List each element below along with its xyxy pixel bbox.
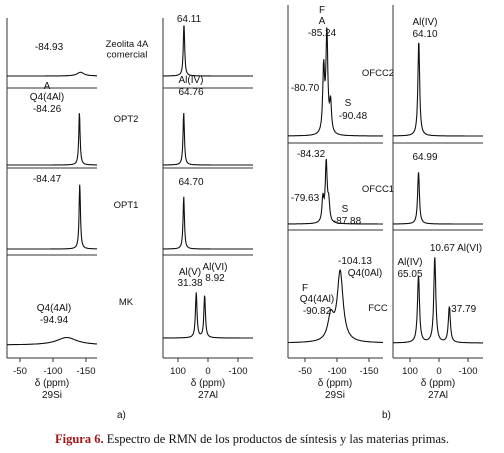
tick-label: -100 [228,366,247,377]
tick-label: 100 [402,366,418,377]
peak-label: 64.70 [178,177,203,188]
spectrum-b-al-fcc [393,257,483,344]
peak-label: -84.47 [33,174,62,185]
spectrum-a-al-opt1 [163,196,253,250]
peak-label: -104.13 [338,256,372,267]
peak-label: -85.24 [308,28,337,39]
peak-label: 10.67 Al(VI) [430,243,482,254]
nucleus-label: 27Al [428,390,448,401]
caption-label: Figura 6. [54,432,104,446]
peak-label: -87.88 [333,216,362,227]
x-axis-label: δ (ppm) [191,378,225,389]
subfigure-label-a: a) [117,410,126,421]
tick-label: 0 [436,366,441,377]
spectrum-b-si-fcc [288,269,383,344]
peak-label: -84.32 [297,149,326,160]
panel-frames [6,5,483,359]
peak-label: A [44,81,51,92]
spectra [7,25,483,346]
peak-label: 65.05 [397,269,422,280]
peak-label: 64.10 [412,29,437,40]
sample-label-opt1: OPT1 [114,200,139,211]
peak-label: -84.93 [35,42,64,53]
peak-label: -90.82 [303,306,332,317]
caption-text: Espectro de RMN de los productos de sínt… [103,432,450,446]
peak-label: F [319,5,325,16]
tick-label: -100 [458,366,477,377]
peak-label: 31.38 [177,278,202,289]
axis-ticks [19,358,469,362]
tick-label: 0 [205,366,210,377]
peak-label: 64.11 [177,14,202,25]
tick-label: -100 [43,366,62,377]
spectrum-a-si-zeolita [7,71,97,77]
peak-label: Al(V) [179,267,201,278]
spectrum-a-al-zeolita [163,25,253,77]
peak-label: Q4(4Al) [300,294,334,305]
tick-label: -150 [76,366,95,377]
tick-label: -50 [298,366,312,377]
nucleus-label: 27Al [198,390,218,401]
nucleus-label: 29Si [325,390,345,401]
sample-label-fcc: FCC [368,303,388,314]
peak-label: -37.79 [448,304,477,315]
spectrum-a-si-opt2 [7,113,97,166]
peak-label: 64.76 [178,87,203,98]
peak-label: -80.70 [291,83,320,94]
spectrum-b-al-ofcc1 [393,172,483,225]
peak-label: Al(IV) [413,17,438,28]
spectrum-b-si-ofcc1 [288,158,383,225]
x-axis-label: δ (ppm) [421,378,455,389]
peak-label: A [319,16,326,27]
nucleus-label: 29Si [42,390,62,401]
spectrum-b-al-ofcc2 [393,42,483,137]
peak-label: Al(IV) [398,257,423,268]
tick-label: -50 [13,366,27,377]
peak-label: Al(VI) [203,262,228,273]
sample-label-mk: MK [119,297,134,308]
sample-label-ofcc2: OFCC2 [362,68,394,79]
x-axis-label: δ (ppm) [318,378,352,389]
sample-label-ofcc1: OFCC1 [362,184,394,195]
spectrum-a-al-opt2 [163,112,253,166]
peak-label: -90.48 [339,111,368,122]
peak-label: -84.26 [33,104,62,115]
peak-label: F [302,283,308,294]
peak-label: -79.63 [291,193,320,204]
figure-caption: Figura 6. Espectro de RMN de los product… [0,432,504,447]
tick-label: -150 [359,366,378,377]
peak-label: 64.99 [412,152,437,163]
peak-label: 8.92 [205,273,225,284]
tick-label: 100 [170,366,186,377]
tick-label: -100 [327,366,346,377]
peak-label: Q4(0Al) [348,268,382,279]
spectrum-a-si-mk [7,336,97,346]
spectrum-a-si-opt1 [7,184,98,250]
peak-label: Al(IV) [179,75,204,86]
peak-label: S [345,98,352,109]
sample-label-opt2: OPT2 [114,114,139,125]
x-axis-label: δ (ppm) [35,378,69,389]
peak-label: Q4(4Al) [30,92,64,103]
subfigure-label-b: b) [382,410,391,421]
peak-label: S [342,204,349,215]
peak-label: Q4(4Al) [37,303,71,314]
sample-label-zeolita: Zeolita 4A comercial [106,39,149,60]
spectrum-a-al-mk [163,292,253,339]
peak-label: -94.94 [40,315,69,326]
spectrum-b-si-ofcc2 [288,27,383,137]
nmr-figure: -50 -100 -150 100 0 -100 -50 -100 -150 1… [6,5,483,421]
